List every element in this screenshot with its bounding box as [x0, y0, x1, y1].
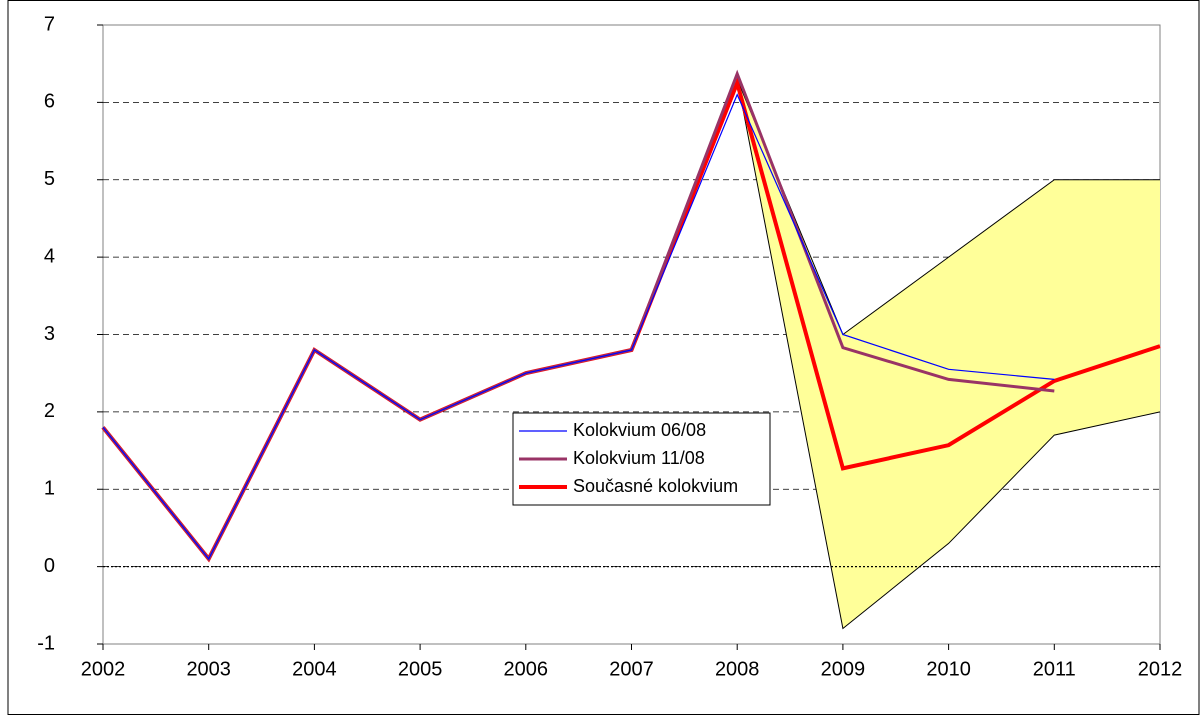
x-tick-label: 2009: [821, 658, 866, 680]
x-tick-label: 2010: [926, 658, 971, 680]
y-tick-label: -1: [37, 632, 55, 654]
x-tick-label: 2002: [81, 658, 126, 680]
y-tick-label: 6: [44, 91, 55, 113]
x-tick-label: 2005: [398, 658, 443, 680]
legend-label: Kolokvium 06/08: [573, 420, 706, 440]
legend-label: Kolokvium 11/08: [573, 448, 705, 468]
y-tick-label: 1: [44, 478, 55, 500]
y-tick-label: 5: [44, 168, 55, 190]
series-line: [102, 93, 1055, 560]
x-tick-label: 2003: [186, 658, 231, 680]
x-tick-label: 2012: [1138, 658, 1183, 680]
y-tick-label: 4: [44, 245, 55, 267]
y-tick-label: 3: [44, 323, 55, 345]
y-tick-label: 7: [44, 13, 55, 35]
band-upper: [736, 78, 1160, 336]
y-tick-label: 0: [44, 555, 55, 577]
x-tick-label: 2011: [1033, 658, 1076, 680]
x-tick-label: 2006: [504, 658, 549, 680]
band-area: [737, 79, 1160, 629]
y-tick-label: 2: [44, 400, 55, 422]
legend-label: Současné kolokvium: [573, 476, 738, 496]
x-tick-label: 2004: [292, 658, 337, 680]
band-lower: [736, 79, 1161, 630]
x-tick-label: 2007: [609, 658, 654, 680]
x-tick-label: 2008: [715, 658, 760, 680]
